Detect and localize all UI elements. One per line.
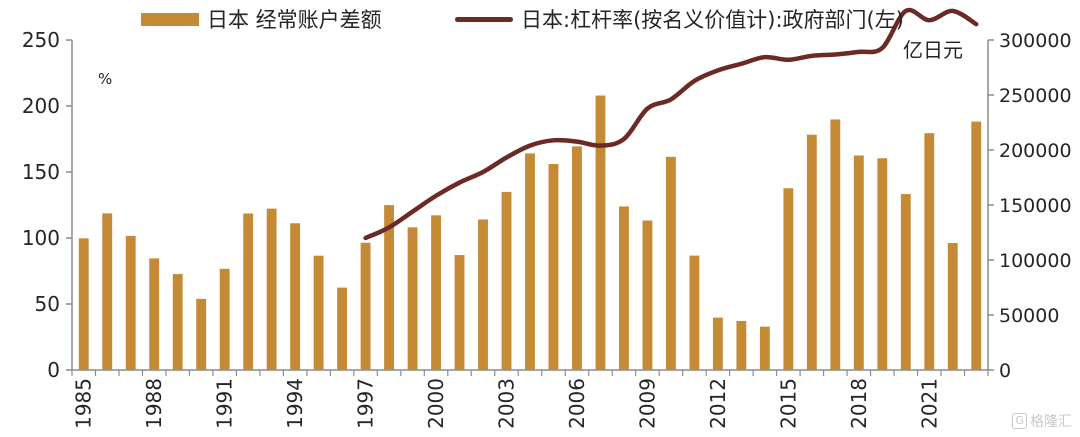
right-axis-tick-label: 150000 [999, 195, 1072, 217]
x-axis-tick-label: 2000 [424, 378, 448, 429]
x-axis-tick-label: 1988 [142, 378, 166, 429]
x-axis-tick-label: 2018 [847, 378, 871, 429]
bar [266, 208, 277, 370]
bar [149, 258, 160, 370]
right-axis-tick-label: 200000 [999, 140, 1072, 162]
left-axis-unit: % [98, 70, 113, 88]
left-axis-tick-label: 250 [22, 28, 60, 52]
x-axis-tick-label: 1994 [283, 378, 307, 429]
bar [759, 326, 770, 370]
bar [360, 242, 371, 370]
left-axis-tick-label: 150 [22, 160, 60, 184]
bar [924, 133, 935, 370]
bar [501, 191, 512, 370]
legend-line-label: 日本:杠杆率(按名义价值计):政府部门(左) [521, 8, 904, 32]
watermark: G 格隆汇 [1012, 411, 1072, 431]
bar [431, 215, 441, 370]
right-axis-tick-label: 100000 [999, 250, 1072, 272]
bar [337, 287, 348, 370]
x-axis-tick-label: 2012 [706, 378, 730, 429]
legend-bar-label: 日本 经常账户差额 [207, 8, 382, 32]
bar [806, 134, 817, 370]
left-axis-tick-label: 0 [47, 358, 60, 382]
watermark-logo-icon: G [1012, 413, 1027, 429]
legend-bar-swatch [141, 12, 199, 26]
bar [313, 255, 324, 370]
bar [853, 155, 864, 370]
bar [172, 274, 183, 370]
bar [219, 268, 230, 370]
bar [243, 213, 254, 370]
left-axis-tick-label: 50 [35, 292, 60, 316]
right-axis-tick-label: 50000 [999, 305, 1059, 327]
bar [290, 223, 301, 370]
legend-line-swatch [455, 16, 513, 22]
x-axis-tick-label: 1991 [213, 378, 237, 429]
left-axis-tick-label: 200 [22, 94, 60, 118]
watermark-text: 格隆汇 [1030, 414, 1072, 430]
bar [196, 298, 207, 370]
bar [478, 219, 488, 370]
x-axis-tick-label: 2009 [635, 378, 659, 429]
bar [900, 194, 911, 370]
left-axis-tick-label: 100 [22, 226, 60, 250]
bar [572, 146, 582, 370]
bar [665, 156, 676, 370]
right-axis-tick-label: 250000 [999, 85, 1072, 107]
bar [407, 227, 418, 370]
legend-bar-entry: 日本 经常账户差额 [141, 4, 382, 34]
bar [125, 235, 136, 370]
legend-line-entry: 日本:杠杆率(按名义价值计):政府部门(左) [455, 4, 904, 34]
right-axis-tick-label: 0 [999, 360, 1011, 382]
bar [830, 119, 841, 370]
bar [619, 206, 629, 370]
x-axis-tick-label: 2006 [565, 378, 589, 429]
bar [78, 238, 89, 370]
bar [548, 163, 559, 370]
line-series-leverage [363, 7, 979, 241]
bar [102, 213, 113, 370]
bar [783, 188, 794, 370]
bar [384, 205, 395, 370]
bar [971, 121, 982, 371]
bar [877, 158, 888, 370]
bar [454, 255, 465, 370]
bar [947, 242, 958, 370]
bar [595, 95, 606, 371]
bar [689, 255, 700, 370]
x-axis-tick-label: 1997 [354, 378, 378, 429]
x-axis-tick-label: 2015 [776, 378, 800, 429]
x-axis-tick-label: 1985 [72, 378, 96, 429]
right-axis-tick-label: 300000 [999, 30, 1072, 52]
bar [736, 320, 747, 370]
x-axis-tick-label: 2021 [917, 378, 941, 429]
x-axis-tick-label: 2003 [495, 378, 519, 429]
bar [525, 153, 535, 370]
bar [712, 317, 723, 370]
bar [642, 220, 653, 370]
right-axis-unit: 亿日元 [903, 38, 963, 62]
